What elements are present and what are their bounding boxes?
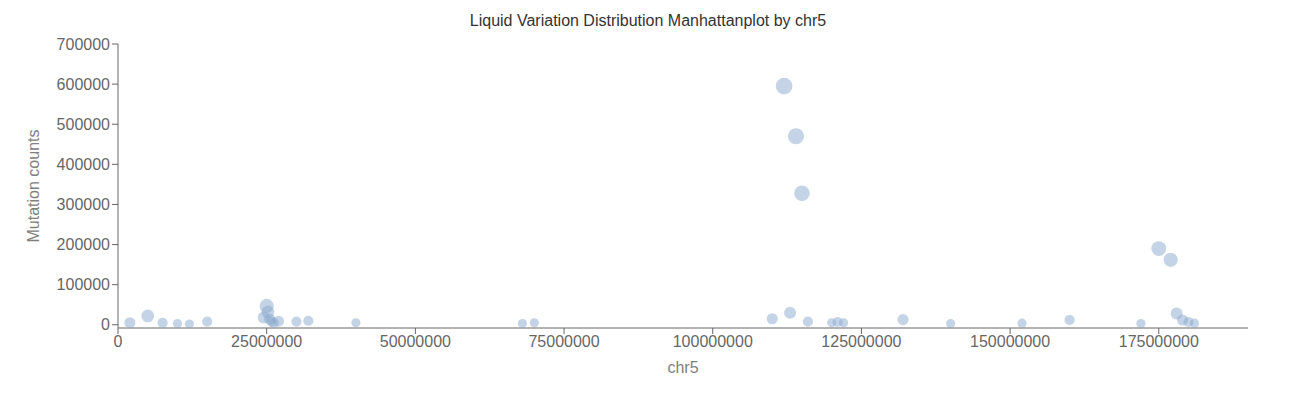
svg-text:75000000: 75000000 [528,333,599,350]
svg-text:0: 0 [101,316,110,333]
svg-text:0: 0 [114,333,123,350]
svg-text:150000000: 150000000 [970,333,1050,350]
svg-text:200000: 200000 [57,236,110,253]
svg-text:700000: 700000 [57,36,110,53]
svg-text:600000: 600000 [57,76,110,93]
svg-text:100000: 100000 [57,276,110,293]
svg-text:500000: 500000 [57,116,110,133]
svg-text:chr5: chr5 [667,359,698,376]
svg-text:300000: 300000 [57,196,110,213]
svg-text:50000000: 50000000 [380,333,451,350]
html-text:Liquid Variation Distribution: Liquid Variation Distribution Manhattanp… [469,12,827,29]
svg-text:100000000: 100000000 [673,333,753,350]
svg-text:25000000: 25000000 [231,333,302,350]
svg-text:400000: 400000 [57,156,110,173]
svg-text:Mutation counts: Mutation counts [25,130,42,243]
svg-text:125000000: 125000000 [821,333,901,350]
svg-text:175000000: 175000000 [1119,333,1199,350]
